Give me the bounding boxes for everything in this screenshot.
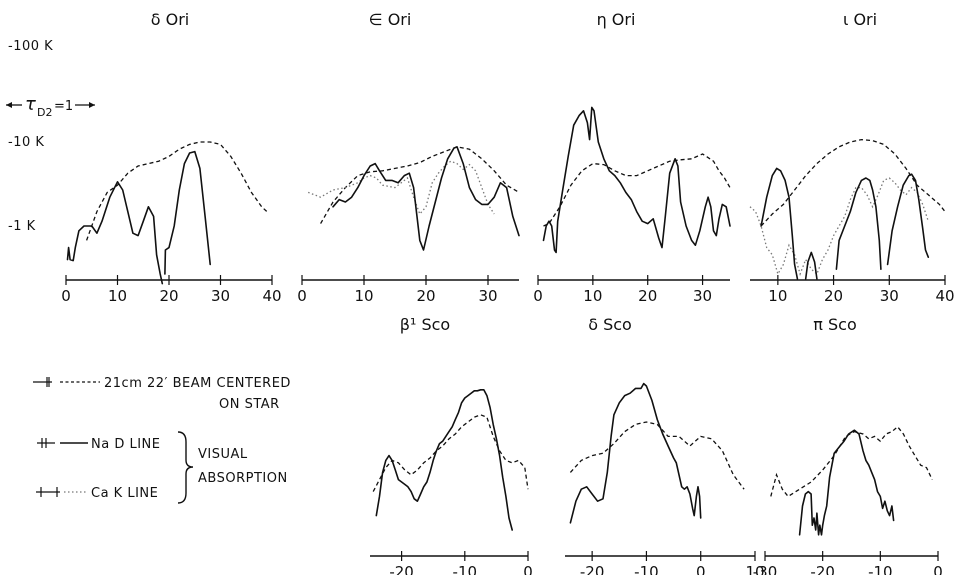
series-dashed-1 (320, 146, 520, 224)
series-solid-6 (886, 173, 930, 266)
panel-4: ι Ori 10 20 30 40 (749, 10, 955, 305)
legend-ca-k: Ca K LINE (36, 486, 158, 501)
label-minus-10k: -10 K (8, 135, 44, 150)
panel-1: δ Ori 0 10 20 30 40 (61, 10, 281, 305)
x-tick-label: 40 (935, 287, 954, 305)
legend-brace (177, 431, 194, 504)
series-dashed-1 (85, 141, 268, 241)
series-solid-2 (66, 181, 164, 285)
x-tick-label: 30 (693, 287, 712, 305)
series-dashed-1 (569, 421, 745, 490)
x-tick-label: -20 (810, 563, 835, 575)
series-solid-2 (375, 389, 513, 531)
panel-7: π Sco -30 -20 -10 0 (753, 315, 943, 575)
x-tick-label: 40 (262, 287, 281, 305)
tau-scale-marker: τ D2 =1 (6, 94, 95, 119)
series-solid-4 (804, 251, 818, 280)
panel-title: ι Ori (843, 10, 877, 29)
tau-equals: =1 (54, 99, 73, 114)
series-dashed-1 (372, 414, 529, 492)
x-tick-label: 0 (61, 287, 71, 305)
series-dotted-2 (749, 177, 929, 277)
legend-21cm-label-2: ON STAR (219, 397, 280, 412)
label-minus-1k: -1 K (8, 219, 36, 234)
x-tick-label: 0 (297, 287, 307, 305)
panel-5: β¹ Sco -20 -10 0 (370, 315, 533, 575)
series-solid-2 (569, 382, 702, 524)
y-axis-labels: -100 K τ D2 =1 -10 K -1 K (6, 39, 95, 234)
series-dashed-1 (770, 425, 933, 498)
panel-2: ∈ Ori 0 10 20 30 (297, 10, 520, 305)
x-tick-label: -10 (634, 563, 659, 575)
panel-title: ∈ Ori (369, 10, 412, 29)
tau-arrowhead-left-icon (6, 102, 12, 108)
x-tick-label: 30 (478, 287, 497, 305)
legend-21cm: 21cm 22′ BEAM CENTERED ON STAR (33, 376, 291, 412)
x-tick-label: 30 (211, 287, 230, 305)
legend-na-d: Na D LINE (37, 437, 160, 452)
panel-6: δ Sco -20 -10 0 10 (565, 315, 765, 575)
series-solid-2 (542, 106, 731, 254)
legend-ca-label: Ca K LINE (91, 486, 158, 501)
legend-brace-label-2: ABSORPTION (198, 471, 288, 486)
series-solid-3 (760, 167, 799, 280)
x-tick-label: -20 (389, 563, 414, 575)
series-dotted-2 (307, 160, 495, 216)
panel-title: δ Sco (588, 315, 632, 334)
x-tick-label: 10 (354, 287, 373, 305)
series-solid-2 (798, 429, 895, 536)
x-tick-label: -20 (580, 563, 605, 575)
series-solid-5 (835, 177, 882, 270)
panel-title: π Sco (813, 315, 856, 334)
tau-symbol: τ (25, 94, 36, 115)
series-dashed-1 (760, 138, 946, 227)
tau-subscript: D2 (37, 106, 52, 119)
x-tick-label: -10 (453, 563, 478, 575)
panel-title: δ Ori (151, 10, 190, 29)
legend: 21cm 22′ BEAM CENTERED ON STAR Na D LINE… (33, 376, 291, 504)
legend-brace-label-1: VISUAL (198, 447, 248, 462)
x-tick-label: 10 (108, 287, 127, 305)
series-solid-3 (332, 146, 520, 251)
x-tick-label: 10 (745, 563, 764, 575)
x-tick-label: 20 (159, 287, 178, 305)
x-tick-label: 0 (533, 287, 543, 305)
x-tick-label: 10 (583, 287, 602, 305)
x-tick-label: 0 (933, 563, 943, 575)
label-minus-100k: -100 K (8, 39, 53, 54)
x-tick-label: 20 (638, 287, 657, 305)
x-tick-label: -10 (868, 563, 893, 575)
x-tick-label: 20 (824, 287, 843, 305)
tau-arrowhead-right-icon (89, 102, 95, 108)
panel-title: η Ori (597, 10, 636, 29)
panel-3: η Ori 0 10 20 30 (533, 10, 731, 305)
x-tick-label: 30 (880, 287, 899, 305)
x-tick-label: 20 (416, 287, 435, 305)
x-tick-label: 10 (768, 287, 787, 305)
x-tick-label: 0 (523, 563, 533, 575)
panel-title: β¹ Sco (400, 315, 450, 334)
series-solid-3 (164, 150, 211, 275)
x-tick-label: 0 (696, 563, 706, 575)
x-tick-label: -30 (753, 563, 778, 575)
legend-21cm-label: 21cm 22′ BEAM CENTERED (104, 376, 291, 391)
series-dashed-1 (543, 153, 731, 227)
legend-na-label: Na D LINE (91, 437, 160, 452)
